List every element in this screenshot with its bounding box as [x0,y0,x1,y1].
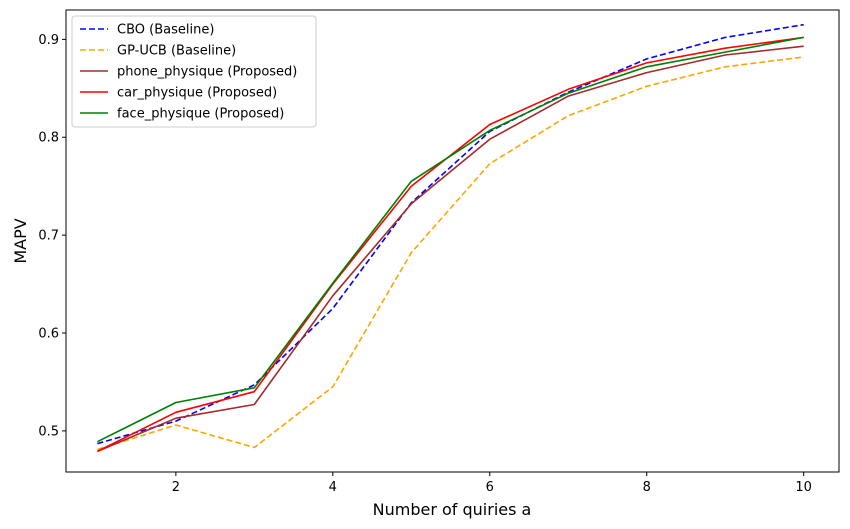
series-lines [97,23,804,453]
x-axis-ticks: 2 4 6 8 10 [172,472,812,495]
y-tick-label: 0.9 [38,33,59,48]
x-axis-label: Number of quiries a [373,500,532,519]
y-tick-label: 0.7 [38,229,59,244]
x-tick-label: 8 [643,480,651,495]
y-axis-label: MAPV [11,218,30,263]
legend: CBO (Baseline) GP-UCB (Baseline) phone_phy… [71,15,317,128]
y-tick-label: 0.8 [38,131,59,146]
plot-frame [65,9,840,473]
x-tick-label: 10 [795,480,812,495]
series-line-1 [97,56,804,451]
y-tick-label: 0.5 [38,424,59,439]
legend-label-3: car_physique (Proposed) [117,86,277,101]
legend-box [71,15,317,128]
x-tick-label: 2 [172,480,180,495]
y-axis-ticks: 0.5 0.6 0.7 0.8 0.9 [38,33,66,439]
x-tick-label: 6 [486,480,494,495]
legend-label-1: GP-UCB (Baseline) [117,44,236,59]
y-tick-label: 0.6 [38,327,59,342]
series-line-0 [97,23,804,445]
x-tick-label: 4 [329,480,337,495]
legend-label-2: phone_physique (Proposed) [117,65,297,80]
legend-label-4: face_physique (Proposed) [117,107,284,122]
series-line-2 [97,45,804,453]
legend-label-0: CBO (Baseline) [117,23,214,38]
series-line-4 [97,36,804,443]
